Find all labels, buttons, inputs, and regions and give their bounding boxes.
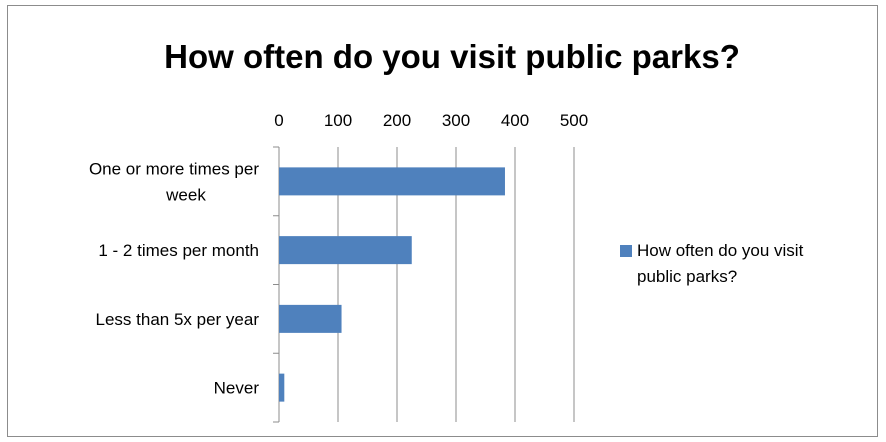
x-tick-label: 100 bbox=[324, 111, 352, 130]
x-axis-ticks: 0 100 200 300 400 500 bbox=[274, 111, 588, 130]
x-tick-label: 0 bbox=[274, 111, 283, 130]
category-label: Never bbox=[214, 379, 260, 398]
legend: How often do you visit public parks? bbox=[620, 241, 804, 286]
chart-title: How often do you visit public parks? bbox=[164, 38, 740, 75]
bar bbox=[279, 304, 342, 333]
category-label: 1 - 2 times per month bbox=[98, 241, 259, 260]
category-label-line: week bbox=[165, 185, 206, 204]
category-label: One or more times per week bbox=[89, 159, 259, 204]
category-label-line: Never bbox=[214, 379, 260, 398]
bars bbox=[279, 167, 505, 402]
category-label: Less than 5x per year bbox=[96, 310, 260, 329]
category-label-line: 1 - 2 times per month bbox=[98, 241, 259, 260]
legend-label-line: How often do you visit bbox=[637, 241, 804, 260]
x-tick-label: 500 bbox=[560, 111, 588, 130]
legend-label: How often do you visit public parks? bbox=[637, 241, 804, 286]
bar-chart: How often do you visit public parks? 0 10… bbox=[89, 38, 804, 423]
legend-swatch bbox=[620, 245, 632, 257]
bar bbox=[279, 236, 412, 265]
category-label-line: Less than 5x per year bbox=[96, 310, 260, 329]
x-tick-label: 300 bbox=[442, 111, 470, 130]
legend-label-line: public parks? bbox=[637, 267, 737, 286]
category-labels: One or more times per week 1 - 2 times per… bbox=[89, 159, 259, 397]
chart-frame: How often do you visit public parks? 0 10… bbox=[7, 5, 878, 437]
x-tick-label: 400 bbox=[501, 111, 529, 130]
bar bbox=[279, 167, 505, 196]
bar bbox=[279, 373, 285, 402]
category-label-line: One or more times per bbox=[89, 159, 259, 178]
x-tick-label: 200 bbox=[383, 111, 411, 130]
